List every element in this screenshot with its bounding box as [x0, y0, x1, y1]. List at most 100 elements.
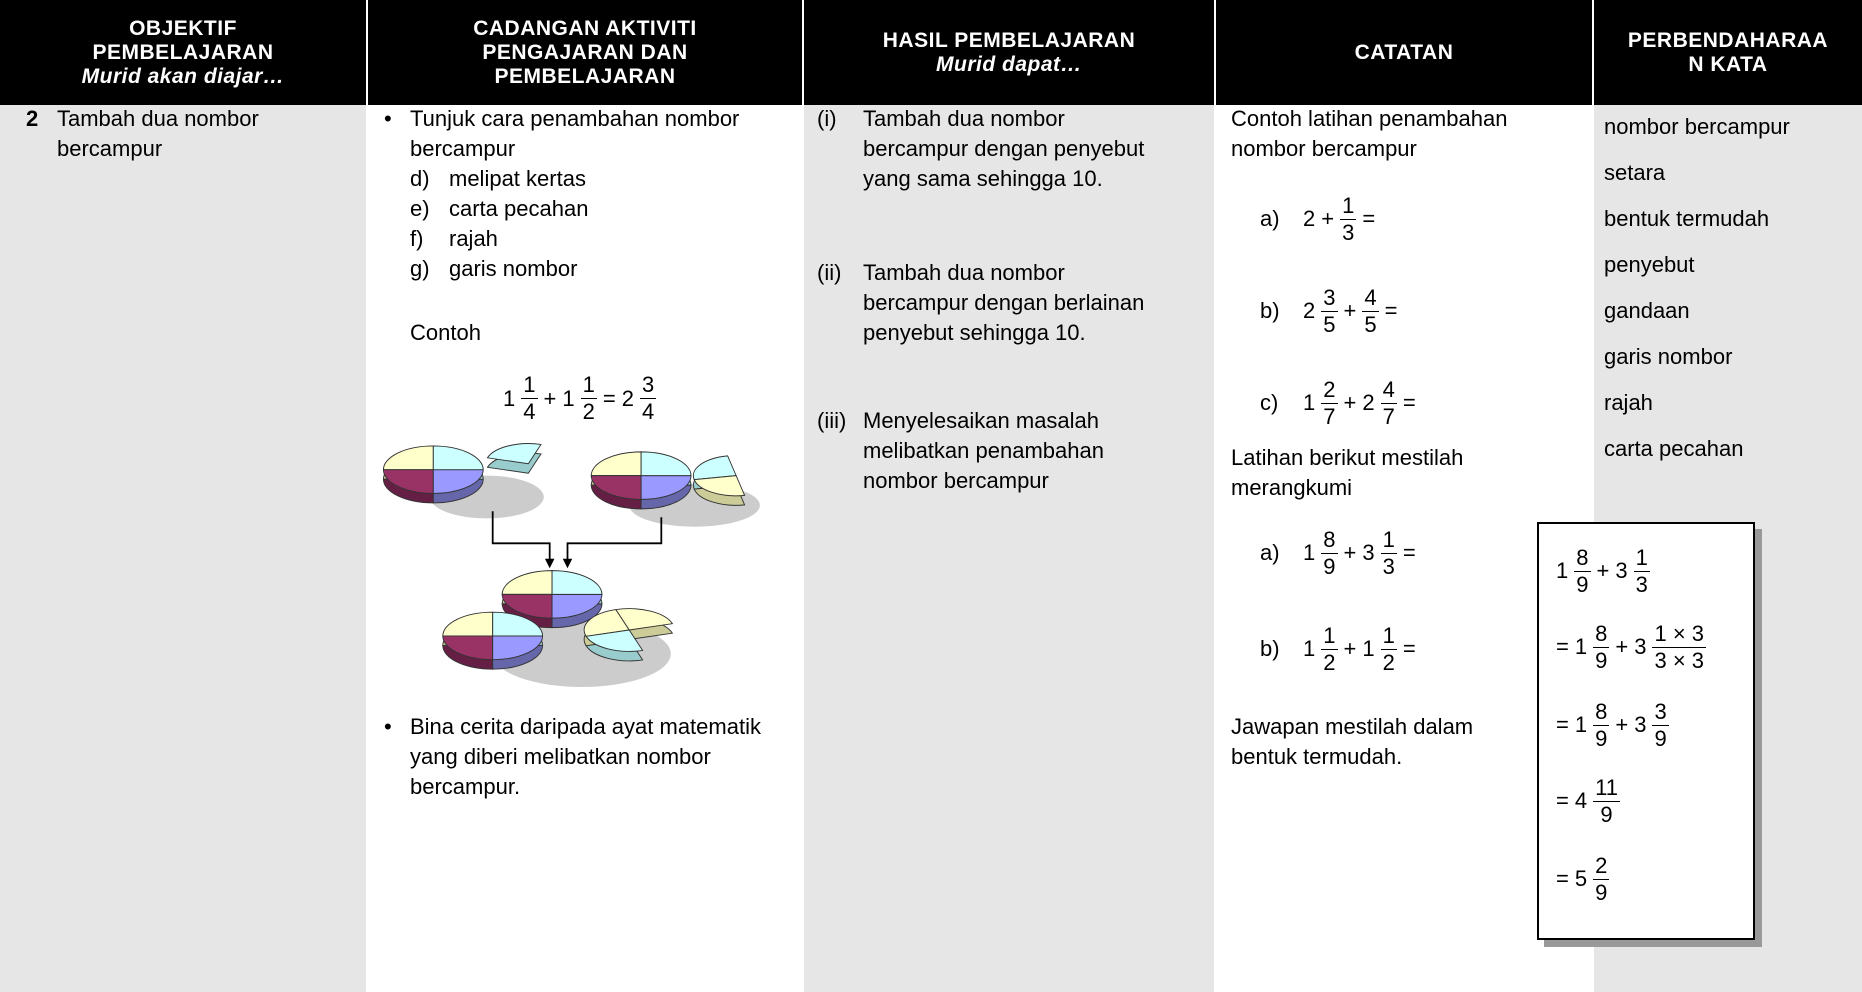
- pie-slice: [615, 608, 674, 631]
- pie-slice: [692, 455, 737, 481]
- numerator: 4: [1380, 376, 1397, 404]
- denominator: 5: [1323, 311, 1336, 337]
- notes-summary: Latihan berikut mestilah merangkumi: [1231, 445, 1464, 500]
- vocabulary-item: carta pecahan: [1604, 436, 1744, 461]
- method-label: e): [410, 196, 430, 221]
- math-token: 1: [1574, 634, 1588, 659]
- header-subtitle: Murid akan diajar…: [81, 64, 285, 88]
- exercise-item: b) 2 3 5 +4 5 =: [1260, 278, 1400, 344]
- method-text: melipat kertas: [449, 166, 586, 191]
- header-line: OBJEKTIF: [129, 16, 237, 40]
- working-line: = 5 2 9: [1553, 846, 1612, 912]
- pie-slice: [501, 570, 553, 595]
- outcome-text: Tambah dua nombor bercampur dengan penye…: [863, 106, 1145, 191]
- denominator: 2: [1323, 649, 1336, 675]
- pie-slice: [640, 451, 692, 477]
- exercise-item: a) 1 8 9 +3 1 3 =: [1260, 520, 1419, 586]
- math-token: =: [1384, 298, 1398, 323]
- pie-slice: [432, 469, 484, 494]
- pie-slice: [486, 443, 542, 465]
- denominator: 3: [1635, 571, 1648, 597]
- math-token: 2: [1303, 206, 1316, 231]
- denominator: 2: [1382, 649, 1395, 675]
- math-token: =: [1556, 712, 1569, 737]
- denominator: 9: [1595, 879, 1608, 905]
- method-item: e) carta pecahan: [410, 194, 588, 224]
- vocabulary-list: nombor bercampur setara bentuk termudah pen…: [1604, 104, 1790, 472]
- notes-conclusion: Jawapan mestilah dalam bentuk termudah.: [1231, 714, 1474, 769]
- column-bg: [804, 105, 1214, 992]
- numerator: 3: [1652, 698, 1669, 726]
- method-list: d) melipat kertas e) carta pecahan f) rajah g)…: [410, 164, 588, 284]
- arrow-line: [491, 511, 663, 562]
- outcome-label: (i): [817, 106, 837, 131]
- math-token: 2: [621, 385, 634, 411]
- math-token: 3: [1634, 634, 1647, 659]
- numerator: 1: [1340, 192, 1357, 220]
- example-expression: 1 1 4 +1 1 2 = 2 3 4: [500, 372, 659, 425]
- pie-slice: [432, 445, 484, 471]
- math-token: +: [543, 385, 557, 411]
- method-item: d) melipat kertas: [410, 164, 588, 194]
- pie-slice: [640, 475, 692, 500]
- exercise-label: b): [1260, 636, 1280, 661]
- exercise-item: c) 1 2 7 +2 4 7 =: [1260, 370, 1419, 436]
- math-token: 2: [1303, 298, 1316, 323]
- numerator: 3: [1321, 284, 1338, 312]
- header-line: PEMBELAJARAN: [494, 64, 676, 88]
- exercise-label: a): [1260, 540, 1280, 565]
- bullet: •: [384, 106, 392, 131]
- vocabulary-item: penyebut: [1604, 252, 1695, 277]
- notes-intro: Contoh latihan penambahan nombor bercamp…: [1231, 106, 1508, 161]
- numerator: 1: [1633, 544, 1650, 572]
- exercise-item: a) 2 +1 3 =: [1260, 186, 1378, 252]
- outcome-label: (iii): [817, 408, 847, 433]
- numerator: 1: [1380, 526, 1397, 554]
- pie-slice: [442, 611, 494, 637]
- vocabulary-item: gandaan: [1604, 298, 1690, 323]
- method-text: rajah: [449, 226, 498, 251]
- exercise-label: c): [1260, 390, 1279, 415]
- denominator: 2: [582, 399, 595, 424]
- numerator: 3: [639, 372, 657, 399]
- activity-text: Bina cerita daripada ayat matematik yang…: [410, 714, 761, 799]
- header-line: CATATAN: [1354, 40, 1454, 64]
- math-token: 1: [503, 385, 516, 411]
- math-token: +: [1343, 540, 1357, 565]
- numerator: 8: [1593, 698, 1610, 726]
- math-token: +: [1615, 634, 1629, 659]
- numerator: 8: [1574, 544, 1591, 572]
- math-token: 4: [1574, 788, 1588, 813]
- math-token: =: [1556, 634, 1569, 659]
- outcome-item: (ii) Tambah dua nombor bercampur dengan b…: [817, 258, 1163, 348]
- numerator: 1: [1321, 622, 1338, 650]
- pie-slice: [382, 445, 434, 471]
- math-token: =: [1402, 390, 1416, 415]
- math-token: 1: [1303, 636, 1316, 661]
- math-token: =: [1556, 788, 1569, 813]
- numerator: 2: [1593, 852, 1610, 880]
- numerator: 1: [521, 372, 538, 399]
- header-cell: HASIL PEMBELAJARAN Murid dapat…: [804, 0, 1214, 105]
- objective-number: 2: [26, 106, 39, 131]
- expression: 2 3 5 +4 5 =: [1300, 285, 1400, 338]
- math-token: =: [602, 385, 616, 411]
- vocabulary-item: bentuk termudah: [1604, 206, 1770, 231]
- expression: 1 1 2 +1 1 2 =: [1300, 623, 1419, 676]
- pie-slice: [583, 609, 631, 637]
- vocabulary-item: garis nombor: [1604, 344, 1733, 369]
- header-line: N KATA: [1688, 52, 1768, 76]
- denominator: 9: [1654, 725, 1667, 751]
- pie-slice: [590, 451, 642, 477]
- working-line: = 1 8 9 +3 3 9: [1553, 692, 1672, 758]
